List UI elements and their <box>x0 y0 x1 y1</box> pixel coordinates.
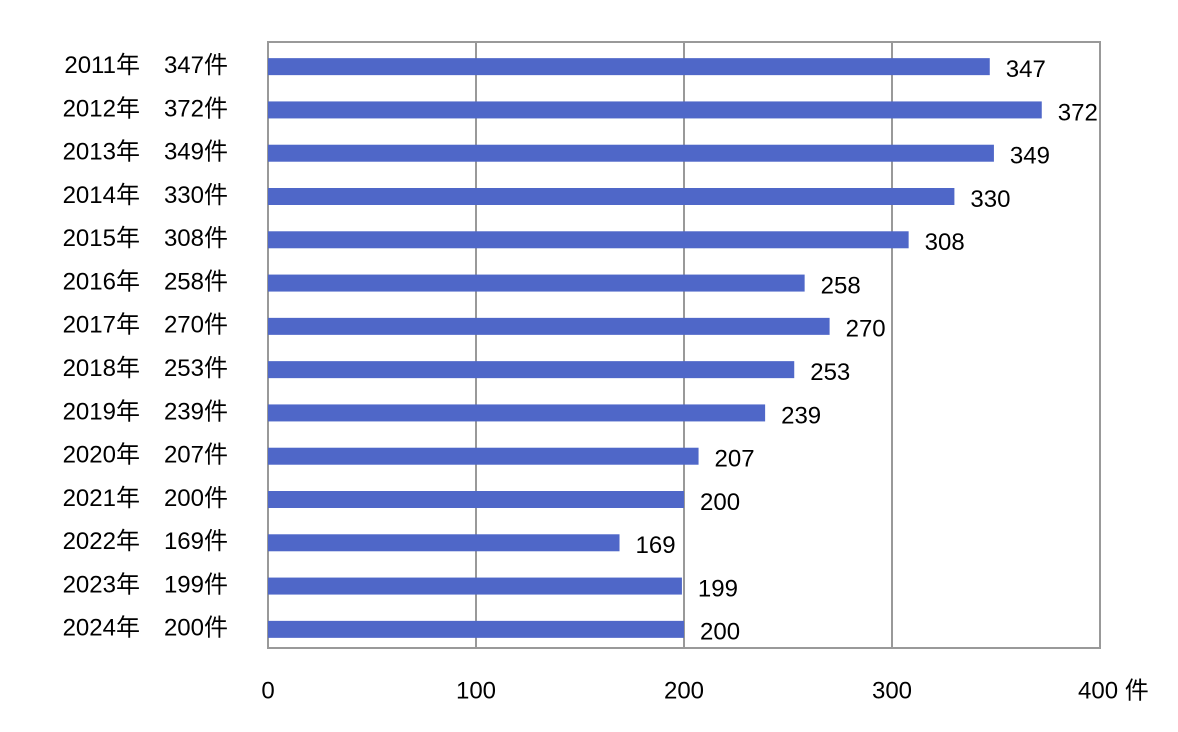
y-tick-label: 2015年 308件 <box>63 225 228 252</box>
bar <box>268 144 994 162</box>
value-label: 199 <box>698 575 738 602</box>
y-tick-label: 2021年 200件 <box>63 485 228 512</box>
value-label: 258 <box>821 272 861 299</box>
y-tick-label: 2019年 239件 <box>63 398 228 425</box>
value-label: 239 <box>781 402 821 429</box>
value-label: 347 <box>1006 56 1046 83</box>
y-tick-label: 2022年 169件 <box>63 528 228 555</box>
bar <box>268 231 909 249</box>
value-label: 200 <box>700 619 740 646</box>
bar <box>268 274 805 292</box>
y-tick-label: 2012年 372件 <box>63 95 228 122</box>
x-tick-label: 400 件 <box>1078 677 1149 704</box>
x-tick-label: 300 <box>872 677 912 704</box>
bar <box>268 447 699 465</box>
bar <box>268 491 684 508</box>
value-label: 253 <box>810 359 850 386</box>
bar <box>268 404 766 422</box>
bar <box>268 58 990 76</box>
x-tick-label: 0 <box>261 677 274 704</box>
value-label: 200 <box>700 489 740 516</box>
value-label: 330 <box>970 186 1010 213</box>
value-label: 349 <box>1010 143 1050 170</box>
value-label: 169 <box>636 532 676 559</box>
bar <box>268 317 830 335</box>
bar <box>268 361 795 379</box>
bar <box>268 188 955 205</box>
x-tick-label: 100 <box>456 677 496 704</box>
y-tick-label: 2023年 199件 <box>63 571 228 598</box>
value-label: 308 <box>925 229 965 256</box>
y-tick-label: 2014年 330件 <box>63 182 228 209</box>
value-label: 207 <box>715 446 755 473</box>
bar <box>268 101 1042 119</box>
y-tick-label: 2013年 349件 <box>63 139 228 166</box>
bar <box>268 577 682 595</box>
x-tick-label: 200 <box>664 677 704 704</box>
y-tick-label: 2017年 270件 <box>63 312 228 339</box>
y-tick-label: 2011年 347件 <box>64 52 228 79</box>
bar <box>268 534 620 552</box>
y-tick-label: 2018年 253件 <box>63 355 228 382</box>
y-tick-label: 2016年 258件 <box>63 268 228 295</box>
value-label: 270 <box>846 316 886 343</box>
y-tick-label: 2020年 207件 <box>63 442 228 469</box>
value-label: 372 <box>1058 99 1098 126</box>
bar <box>268 620 684 638</box>
y-tick-label: 2024年 200件 <box>63 615 228 642</box>
